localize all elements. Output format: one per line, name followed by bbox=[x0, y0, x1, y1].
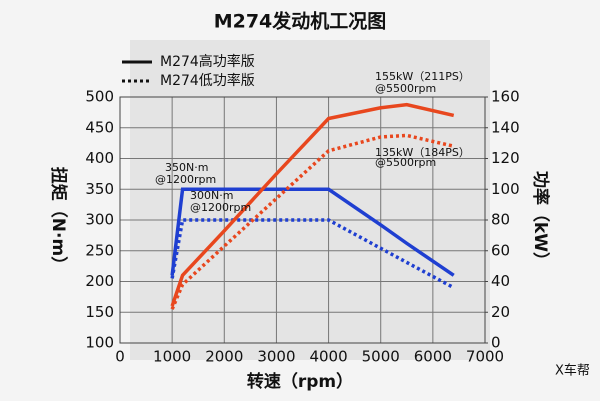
x-axis-label: 转速（rpm） bbox=[247, 371, 353, 392]
y2-tick-label: 60 bbox=[491, 241, 510, 259]
x-tick-label: 3000 bbox=[257, 348, 295, 366]
background-photo bbox=[130, 40, 490, 360]
annotation: @1200rpm bbox=[190, 201, 251, 214]
y2-tick-label: 100 bbox=[491, 180, 520, 198]
series-line bbox=[170, 133, 455, 310]
y2-tick-label: 140 bbox=[491, 118, 520, 136]
annotation: 350N·m bbox=[165, 161, 208, 174]
legend-label: M274低功率版 bbox=[160, 72, 255, 89]
plot-frame bbox=[119, 96, 486, 344]
annotation: X车帮 bbox=[555, 363, 590, 379]
x-tick-label: 1000 bbox=[153, 348, 191, 366]
x-tick-label: 2000 bbox=[205, 348, 243, 366]
y2-tick-label: 160 bbox=[491, 88, 520, 106]
x-tick-label: 7000 bbox=[466, 348, 504, 366]
y-tick-label: 350 bbox=[85, 180, 114, 198]
annotation: @1200rpm bbox=[155, 173, 216, 186]
y-tick-label: 300 bbox=[85, 211, 114, 229]
series-line bbox=[170, 218, 455, 290]
y-tick-label: 450 bbox=[85, 118, 114, 136]
x-tick-label: 5000 bbox=[362, 348, 400, 366]
y2-tick-label: 120 bbox=[491, 149, 520, 167]
annotation: @5500rpm bbox=[375, 82, 436, 95]
y2-tick-label: 80 bbox=[491, 211, 510, 229]
y-tick-label: 500 bbox=[85, 88, 114, 106]
y2-tick-label: 0 bbox=[491, 334, 501, 352]
x-tick-label: 4000 bbox=[309, 348, 347, 366]
x-tick-label: 0 bbox=[115, 348, 125, 366]
y-tick-label: 250 bbox=[85, 241, 114, 259]
x-tick-label: 6000 bbox=[414, 348, 452, 366]
y2-tick-label: 40 bbox=[491, 272, 510, 290]
y-tick-label: 150 bbox=[85, 303, 114, 321]
series-line bbox=[170, 187, 455, 277]
annotation: 155kW（211PS） bbox=[375, 70, 470, 83]
annotation: @5500rpm bbox=[375, 156, 436, 169]
legend-label: M274高功率版 bbox=[160, 53, 255, 70]
annotation: 300N·m bbox=[190, 189, 233, 202]
y-tick-label: 200 bbox=[85, 272, 114, 290]
y-tick-label: 100 bbox=[85, 334, 114, 352]
y2-tick-label: 20 bbox=[491, 303, 510, 321]
y-axis-label: 扭矩（N·m） bbox=[48, 167, 69, 273]
y2-axis-label: 功率（kW） bbox=[530, 171, 551, 269]
y-tick-label: 400 bbox=[85, 149, 114, 167]
annotation: 135kW（184PS） bbox=[375, 146, 470, 159]
chart-title: M274发动机工况图 bbox=[214, 10, 387, 33]
series-line bbox=[170, 102, 455, 307]
